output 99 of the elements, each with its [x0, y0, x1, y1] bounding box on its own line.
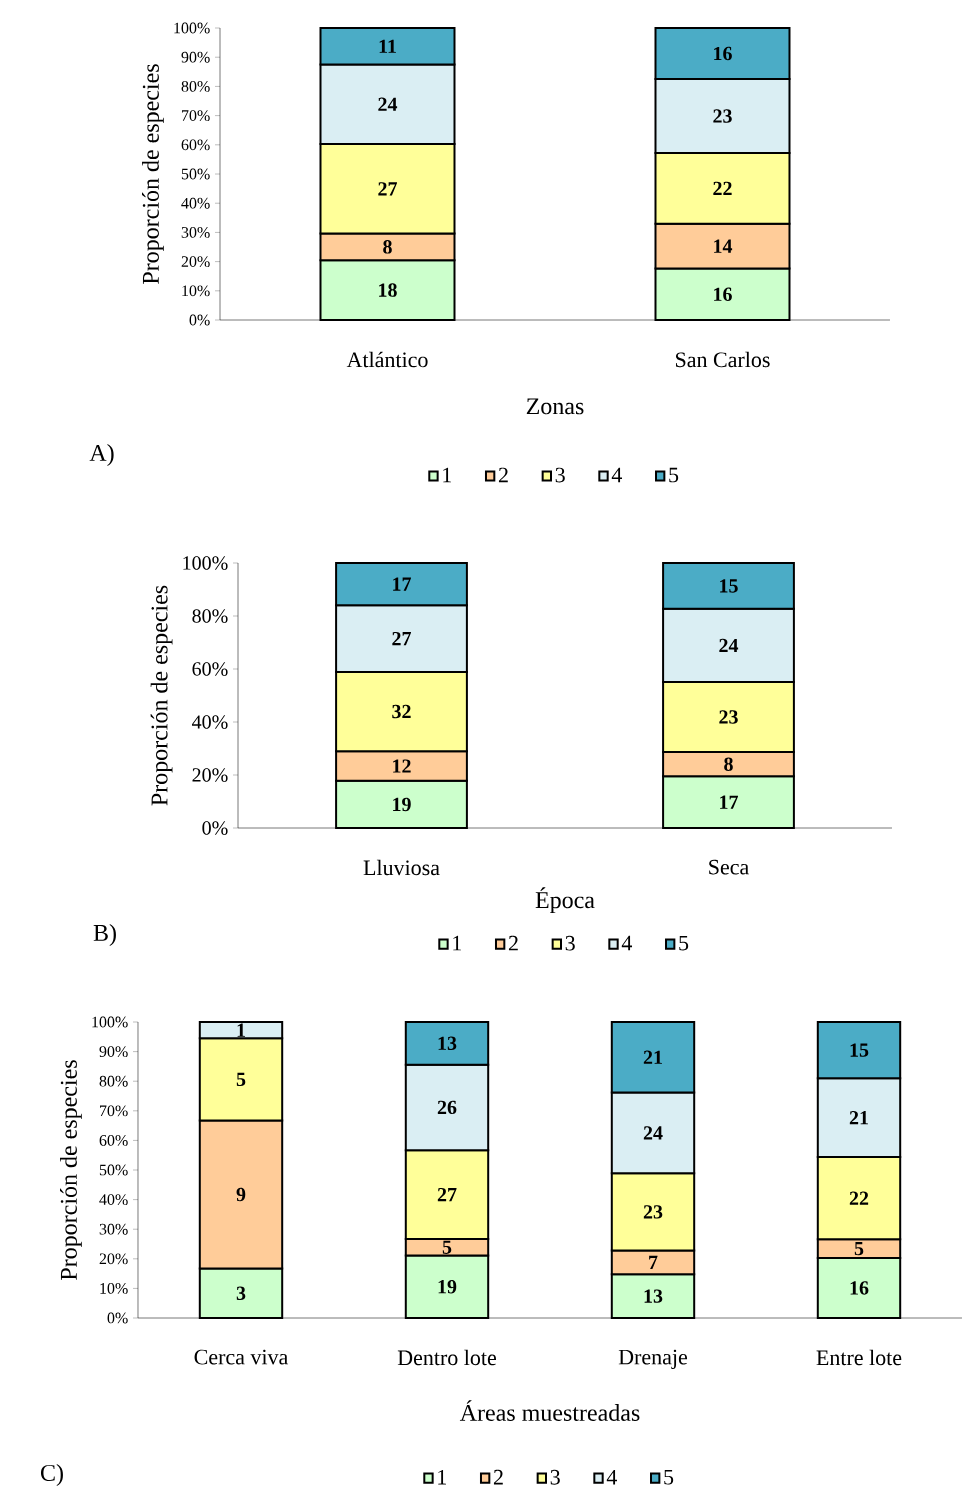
annotation: 15	[850, 1043, 869, 1057]
annotation: 16	[850, 1281, 869, 1295]
y-axis-title: Proporción de especies	[142, 64, 164, 284]
y-tick-label: 60%	[181, 139, 210, 151]
y-tick-label: 100%	[183, 556, 228, 570]
annotation: 17	[393, 577, 412, 591]
annotation: 27	[378, 182, 398, 196]
legend-label: 5	[679, 935, 689, 951]
legend-label: 2	[493, 1469, 503, 1485]
y-tick-label: 50%	[99, 1164, 128, 1176]
annotation: 26	[437, 1100, 457, 1115]
annotation: 15	[720, 579, 738, 593]
legend-label: 1	[438, 1469, 446, 1485]
annotation: 3	[236, 1286, 246, 1301]
y-tick-label: 90%	[99, 1046, 128, 1058]
legend-label: 5	[664, 1469, 674, 1485]
annotation: 27	[437, 1187, 457, 1202]
y-tick-label: 40%	[99, 1194, 128, 1206]
x-tick-label: San Carlos	[675, 351, 770, 368]
y-tick-label: 80%	[99, 1075, 128, 1087]
annotation: 13	[438, 1036, 457, 1051]
annotation: 17	[720, 795, 739, 809]
y-tick-label: 10%	[182, 285, 210, 297]
y-axis-title: Proporción de especies	[150, 585, 173, 806]
annotation: 19	[438, 1280, 457, 1294]
annotation: 19	[393, 797, 411, 812]
legend-label: 4	[611, 467, 623, 483]
y-axis-title: Proporción de especies	[60, 1060, 82, 1280]
x-axis-title: Áreas muestreadas	[459, 1400, 640, 1421]
y-tick-label: 0%	[107, 1312, 128, 1324]
annotation: 24	[378, 97, 398, 111]
annotation: 27	[392, 631, 412, 646]
annotation: 21	[849, 1111, 868, 1125]
annotation: 24	[643, 1126, 663, 1140]
y-tick-label: 100%	[174, 22, 210, 34]
annotation: 16	[714, 46, 732, 61]
y-tick-label: 70%	[100, 1105, 128, 1117]
legend-label: 1	[443, 467, 451, 483]
x-axis-title: Zonas	[526, 398, 584, 415]
annotation: 22	[713, 181, 732, 195]
y-tick-label: 0%	[189, 314, 210, 326]
y-tick-label: 20%	[99, 1253, 128, 1265]
legend-label: 2	[508, 935, 518, 951]
y-tick-label: 60%	[99, 1134, 128, 1146]
y-tick-label: 70%	[182, 110, 210, 122]
y-tick-label: 60%	[192, 662, 228, 676]
annotation: 11	[379, 39, 396, 53]
x-tick-label: Entre lote	[816, 1349, 902, 1366]
y-tick-label: 50%	[181, 168, 210, 180]
annotation: 18	[379, 283, 397, 297]
legend-label: 5	[669, 467, 679, 483]
y-tick-label: 90%	[181, 51, 210, 63]
annotation: 7	[649, 1255, 658, 1269]
legend-label: 2	[498, 467, 508, 483]
legend-label: 3	[550, 1469, 560, 1485]
annotation: 1	[237, 1023, 245, 1037]
x-axis-title: Época	[535, 887, 595, 914]
x-tick-label: Atlántico	[346, 351, 428, 368]
annotation: 8	[724, 757, 733, 771]
y-tick-label: 100%	[92, 1016, 128, 1028]
annotation: 5	[236, 1072, 246, 1087]
legend-label: 1	[453, 935, 461, 951]
annotation: 23	[713, 109, 732, 123]
annotation: 8	[383, 240, 392, 254]
y-tick-label: 80%	[181, 80, 210, 92]
x-tick-label: Cerca viva	[194, 1349, 289, 1365]
annotation: 24	[719, 638, 739, 653]
annotation: 32	[392, 704, 411, 719]
y-tick-label: 40%	[181, 197, 210, 209]
x-tick-label: Drenaje	[618, 1349, 688, 1369]
legend-label: 4	[621, 935, 633, 951]
y-tick-label: 20%	[192, 768, 228, 782]
y-tick-label: 30%	[99, 1223, 128, 1235]
annotation: 16	[714, 287, 732, 302]
annotation: 5	[442, 1240, 452, 1254]
legend-label: 3	[555, 467, 565, 483]
y-tick-label: 10%	[100, 1282, 128, 1294]
x-tick-label: Seca	[709, 859, 749, 875]
annotation: 14	[714, 239, 733, 253]
y-tick-label: 80%	[192, 609, 228, 623]
annotation: 5	[854, 1241, 864, 1256]
legend-label: 3	[565, 935, 575, 951]
y-tick-label: 30%	[181, 226, 210, 238]
annotation: 23	[643, 1205, 663, 1219]
text: A)	[89, 444, 114, 466]
text: B)	[93, 924, 116, 946]
y-tick-label: 20%	[181, 256, 210, 268]
annotation: 13	[644, 1289, 663, 1303]
annotation: 22	[849, 1191, 869, 1205]
text: C)	[40, 1464, 63, 1486]
annotation: 12	[393, 759, 411, 773]
y-tick-label: 40%	[192, 715, 228, 729]
x-tick-label: Dentro lote	[397, 1349, 496, 1366]
annotation: 21	[643, 1050, 662, 1064]
legend-label: 4	[606, 1469, 618, 1485]
annotation: 9	[236, 1187, 246, 1202]
annotation: 23	[719, 710, 738, 724]
y-tick-label: 0%	[202, 821, 228, 835]
x-tick-label: Lluviosa	[363, 859, 440, 876]
